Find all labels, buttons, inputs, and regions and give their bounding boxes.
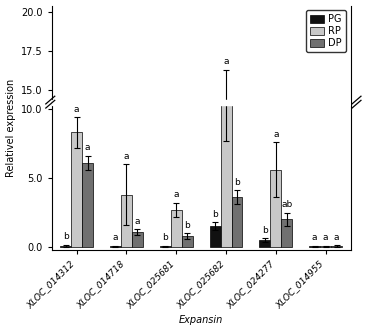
Text: a: a [273,130,279,139]
Text: b: b [234,178,240,187]
Bar [82,163,93,247]
Bar [309,246,320,247]
Bar [221,105,232,247]
Bar [210,226,221,247]
Text: b: b [184,221,190,230]
Text: a: a [312,233,317,242]
Bar [281,219,292,247]
Y-axis label: Relativel expression: Relativel expression [5,78,16,177]
Text: b: b [262,226,268,235]
Bar [320,246,331,247]
Text: a: a [113,233,118,242]
Bar [232,197,242,247]
Bar [52,100,351,105]
Text: a: a [223,57,229,66]
Bar [171,210,182,247]
Text: a: a [323,233,328,242]
Text: ab: ab [281,200,292,209]
X-axis label: Expansin: Expansin [179,315,223,325]
Bar [132,232,143,247]
Text: a: a [135,216,140,226]
Bar [71,132,82,247]
Bar [182,236,193,247]
Text: a: a [173,190,179,199]
Text: a: a [85,144,90,153]
Text: a: a [334,233,339,242]
Bar [259,240,270,247]
Bar [60,246,71,247]
Text: a: a [74,105,79,114]
Bar [270,170,281,247]
Bar [121,195,132,247]
Text: b: b [163,233,168,242]
Bar [160,246,171,247]
Text: b: b [63,232,68,242]
Text: a: a [124,152,129,161]
Text: b: b [212,210,218,219]
Legend: PG, RP, DP: PG, RP, DP [306,10,346,52]
Bar [110,246,121,247]
Bar [331,246,342,247]
